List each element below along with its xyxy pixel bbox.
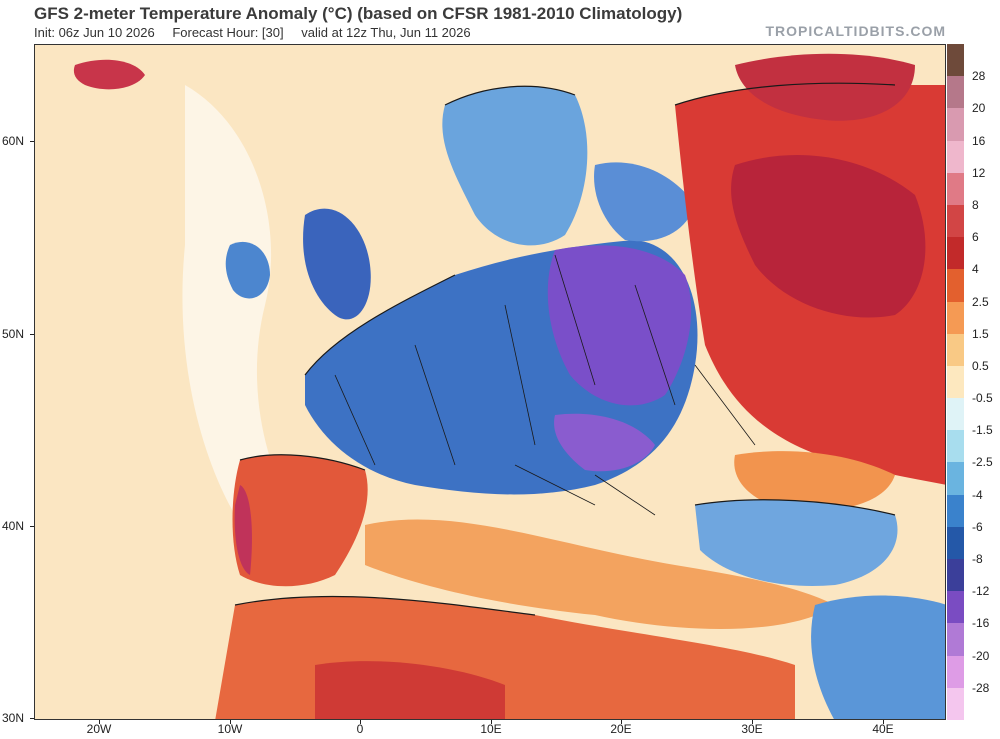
colorbar-swatch [947,655,964,689]
lon-label-10e: 10E [480,722,502,736]
valid-time: valid at 12z Thu, Jun 11 2026 [301,25,471,40]
colorbar-label: -2.5 [972,455,993,470]
colorbar-label: 0.5 [972,358,989,373]
lat-label-60n: 60N [2,134,25,148]
colorbar-swatch [947,204,964,238]
colorbar-label: 12 [972,165,986,180]
colorbar-label: -16 [972,616,990,631]
lon-label-20w: 20W [86,722,112,736]
colorbar-swatch [947,462,964,496]
black-sea-warm [734,451,895,512]
anatolia-cool [695,499,898,586]
lon-tick [99,720,100,724]
lon-label-40e: 40E [872,722,894,736]
colorbar-swatch [947,44,964,77]
colorbar-swatch [947,494,964,528]
colorbar-label: -8 [972,552,983,567]
lon-tick [491,720,492,724]
colorbar-label: 6 [972,230,979,245]
atlantic-neutral-zone [182,85,295,515]
colorbar-swatch [947,333,964,367]
ireland-cool [225,241,270,299]
colorbar-swatch [947,365,964,399]
lon-tick [883,720,884,724]
lon-label-0: 0 [356,722,364,736]
colorbar-label: -6 [972,519,983,534]
lat-label-50n: 50N [2,327,25,341]
map-title: GFS 2-meter Temperature Anomaly (°C) (ba… [34,4,683,23]
colorbar-label: -28 [972,680,990,695]
lat-tick [30,334,34,335]
lat-tick [30,718,34,719]
lon-tick [360,720,361,724]
lon-tick [230,720,231,724]
colorbar-label: 4 [972,262,979,277]
colorbar-swatch [947,687,964,721]
lon-tick [752,720,753,724]
lon-label-30e: 30E [741,722,763,736]
colorbar-swatch [947,108,964,142]
middle-east-cool [811,595,945,719]
colorbar-swatch [947,398,964,431]
map-subtitle: Init: 06z Jun 10 2026 Forecast Hour: [30… [34,25,485,40]
colorbar-label: 2.5 [972,294,989,309]
lat-tick [30,526,34,527]
colorbar-label: 16 [972,133,986,148]
central-europe-cold-core [547,245,692,406]
lon-tick [621,720,622,724]
british-isles-cool [303,208,371,320]
balkan-cold-core [554,413,655,472]
lat-label-30n: 30N [2,711,25,725]
iceland-hot-spot [73,59,145,90]
russia-hot-core [731,155,926,318]
header: GFS 2-meter Temperature Anomaly (°C) (ba… [0,0,1000,44]
colorbar-swatch [947,76,964,109]
lon-label-20e: 20E [610,722,632,736]
lat-label-40n: 40N [2,519,25,533]
colorbar [947,44,964,721]
lat-tick [30,141,34,142]
colorbar-swatch [947,526,964,560]
colorbar-swatch [947,237,964,270]
colorbar-label: 1.5 [972,326,989,341]
colorbar-label: -4 [972,487,983,502]
colorbar-label: -12 [972,584,990,599]
forecast-hour: Forecast Hour: [30] [172,25,284,40]
colorbar-label: -20 [972,648,990,663]
colorbar-swatch [947,269,964,303]
border-sketch [334,254,756,516]
mediterranean-warm [365,519,835,629]
lon-label-10w: 10W [217,722,243,736]
colorbar-label: 20 [972,101,986,116]
map-canvas [35,45,945,719]
coastline-sketch [234,82,896,616]
colorbar-label: -0.5 [972,391,993,406]
arctic-hot-patch [735,53,915,121]
colorbar-swatch [947,591,964,624]
colorbar-swatch [947,623,964,657]
init-time: Init: 06z Jun 10 2026 [34,25,155,40]
colorbar-label: 28 [972,69,986,84]
colorbar-swatch [947,430,964,463]
scandinavia-cool [442,86,588,246]
anomaly-map [34,44,946,720]
colorbar-label: -1.5 [972,423,993,438]
colorbar-swatch [947,559,964,592]
brand-watermark: TROPICALTIDBITS.COM [765,23,946,39]
baltic-cool [594,162,695,242]
colorbar-swatch [947,172,964,206]
north-africa-hot-core [315,661,505,719]
colorbar-label: 8 [972,197,979,212]
iberia-warm-region [232,454,368,587]
colorbar-swatch [947,140,964,174]
colorbar-swatch [947,301,964,335]
portugal-hot-region [234,485,252,575]
